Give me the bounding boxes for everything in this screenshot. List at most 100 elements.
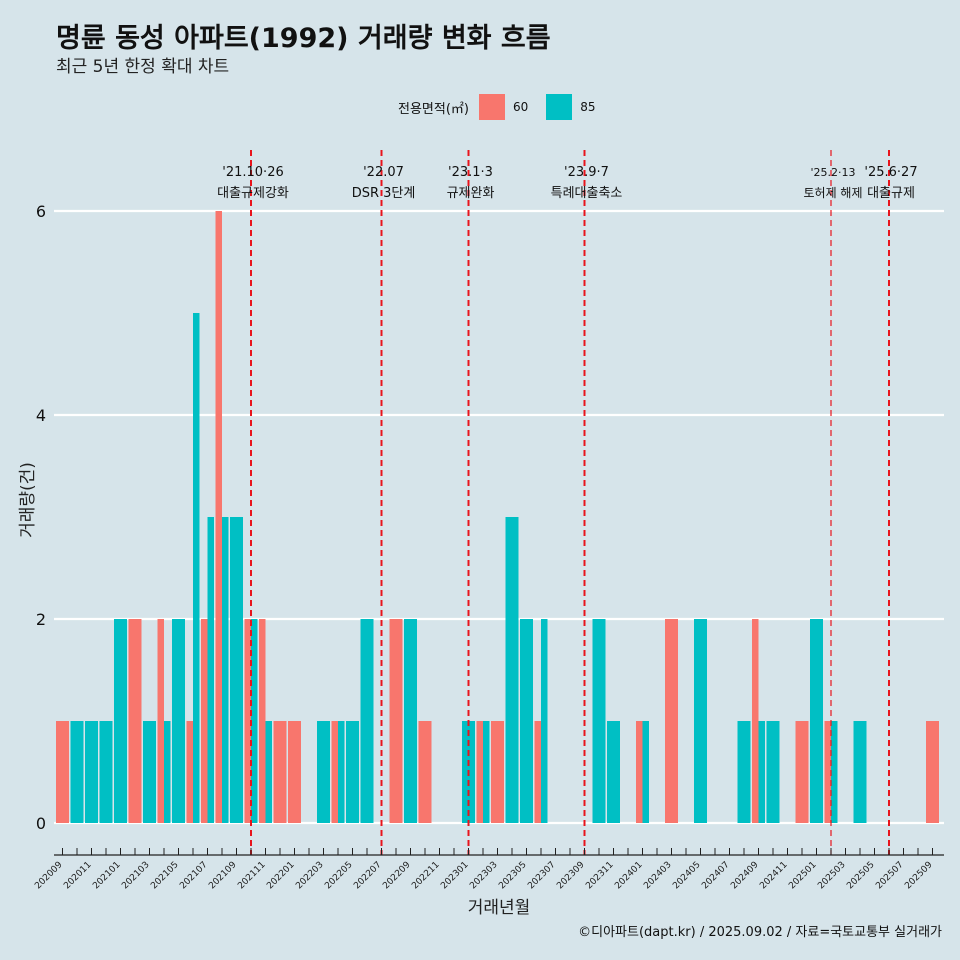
x-tick-label: 202203 — [294, 860, 325, 891]
x-tick-label: 202009 — [33, 860, 65, 892]
bar-60-202208 — [389, 619, 403, 823]
bar-60-202509 — [926, 721, 939, 823]
bar-85-202501 — [810, 619, 823, 823]
bar-85-202012 — [99, 721, 113, 823]
bar-85-202204 — [338, 721, 345, 823]
bar-60-202106 — [186, 721, 193, 823]
event-desc-label: 대출규제 — [867, 186, 915, 201]
x-tick-label: 202509 — [903, 860, 935, 892]
x-tick-label: 202505 — [845, 860, 876, 891]
bar-85-202401 — [642, 721, 649, 823]
bar-85-202209 — [404, 619, 417, 823]
x-tick-label: 202501 — [787, 860, 818, 891]
bar-60-202204 — [331, 721, 338, 823]
bar-60-202403 — [665, 619, 678, 823]
bar-85-202304 — [505, 517, 519, 823]
bar-60-202210 — [418, 721, 432, 823]
legend-label-85: 85 — [580, 100, 596, 114]
bar-60-202108 — [215, 211, 222, 823]
x-tick-label: 202011 — [62, 860, 93, 891]
bar-85-202310 — [592, 619, 606, 823]
x-tick-label: 202107 — [178, 860, 209, 891]
bar-85-202305 — [520, 619, 533, 823]
bar-85-202408 — [737, 721, 751, 823]
x-tick-label: 202211 — [410, 860, 441, 891]
x-tick-label: 202405 — [671, 860, 702, 891]
bar-85-202206 — [360, 619, 374, 823]
legend-swatch-85 — [546, 94, 573, 120]
x-tick-label: 202409 — [729, 860, 761, 892]
x-tick-label: 202309 — [555, 860, 587, 892]
x-tick-label: 202301 — [439, 860, 470, 891]
bar-60-202306 — [534, 721, 541, 823]
legend-swatch-60 — [478, 94, 505, 120]
bar-85-202504 — [853, 721, 867, 823]
y-tick-label: 2 — [36, 610, 46, 629]
x-tick-label: 202303 — [468, 860, 499, 891]
chart-title: 명륜 동성 아파트(1992) 거래량 변화 흐름 — [56, 23, 551, 54]
event-date-label: '23.9·7 — [564, 165, 609, 180]
legend: 전용면적(㎡) 60 85 — [398, 93, 614, 121]
event-date-label: '22.07 — [363, 165, 404, 180]
x-tick-label: 202103 — [120, 860, 151, 891]
x-tick-label: 202305 — [497, 860, 528, 891]
bar-60-202110 — [244, 619, 251, 823]
bar-85-202311 — [607, 721, 620, 823]
bar-85-202104 — [164, 721, 171, 823]
x-tick-label: 202503 — [816, 860, 847, 891]
bar-60-202009 — [56, 721, 69, 823]
bar-85-202106 — [193, 313, 200, 823]
bar-60-202302 — [476, 721, 483, 823]
bar-85-202302 — [483, 721, 490, 823]
bar-85-202109 — [230, 517, 243, 823]
event-desc-label: 대출규제강화 — [217, 186, 289, 201]
y-tick-label: 6 — [36, 202, 46, 221]
bar-85-202105 — [172, 619, 185, 823]
bar-60-202409 — [752, 619, 759, 823]
bar-60-202401 — [636, 721, 643, 823]
x-tick-label: 202311 — [584, 860, 615, 891]
chart-subtitle: 최근 5년 한정 확대 차트 — [56, 57, 230, 77]
bar-85-202011 — [85, 721, 98, 823]
bar-85-202301 — [462, 721, 475, 823]
bar-85-202107 — [207, 517, 214, 823]
y-tick-label: 0 — [36, 814, 46, 833]
bar-60-202107 — [201, 619, 208, 823]
bar-85-202306 — [541, 619, 548, 823]
bar-60-202201 — [288, 721, 301, 823]
bar-60-202102 — [128, 619, 142, 823]
bar-85-202010 — [70, 721, 84, 823]
x-tick-label: 202101 — [91, 860, 122, 891]
legend-title: 전용면적(㎡) — [398, 101, 469, 117]
bar-85-202110 — [251, 619, 258, 823]
x-tick-label: 202111 — [236, 860, 267, 891]
x-tick-label: 202105 — [149, 860, 180, 891]
event-desc-label: 특례대출축소 — [551, 186, 623, 201]
y-tick-label: 4 — [36, 406, 46, 425]
x-tick-label: 202403 — [642, 860, 673, 891]
bar-85-202205 — [346, 721, 359, 823]
bar-60-202303 — [491, 721, 504, 823]
x-tick-label: 202209 — [381, 860, 413, 892]
bar-85-202203 — [317, 721, 330, 823]
event-desc-label: DSR 3단계 — [352, 186, 416, 201]
bar-60-202111 — [259, 619, 266, 823]
legend-label-60: 60 — [512, 100, 529, 114]
bar-85-202101 — [114, 619, 127, 823]
bar-85-202108 — [222, 517, 229, 823]
bar-85-202410 — [766, 721, 780, 823]
bar-85-202405 — [694, 619, 707, 823]
x-tick-label: 202307 — [526, 860, 557, 891]
bar-60-202112 — [273, 721, 287, 823]
x-tick-label: 202201 — [265, 860, 296, 891]
event-desc-label: 토허제 해제 — [803, 186, 862, 200]
event-desc-label: 규제완화 — [447, 186, 495, 201]
x-tick-label: 202401 — [613, 860, 644, 891]
bar-60-202502 — [824, 721, 831, 823]
event-date-label: '21.10·26 — [222, 165, 283, 180]
x-tick-label: 202109 — [207, 860, 239, 892]
bar-85-202111 — [265, 721, 272, 823]
x-tick-label: 202507 — [874, 860, 905, 891]
bar-60-202104 — [157, 619, 164, 823]
